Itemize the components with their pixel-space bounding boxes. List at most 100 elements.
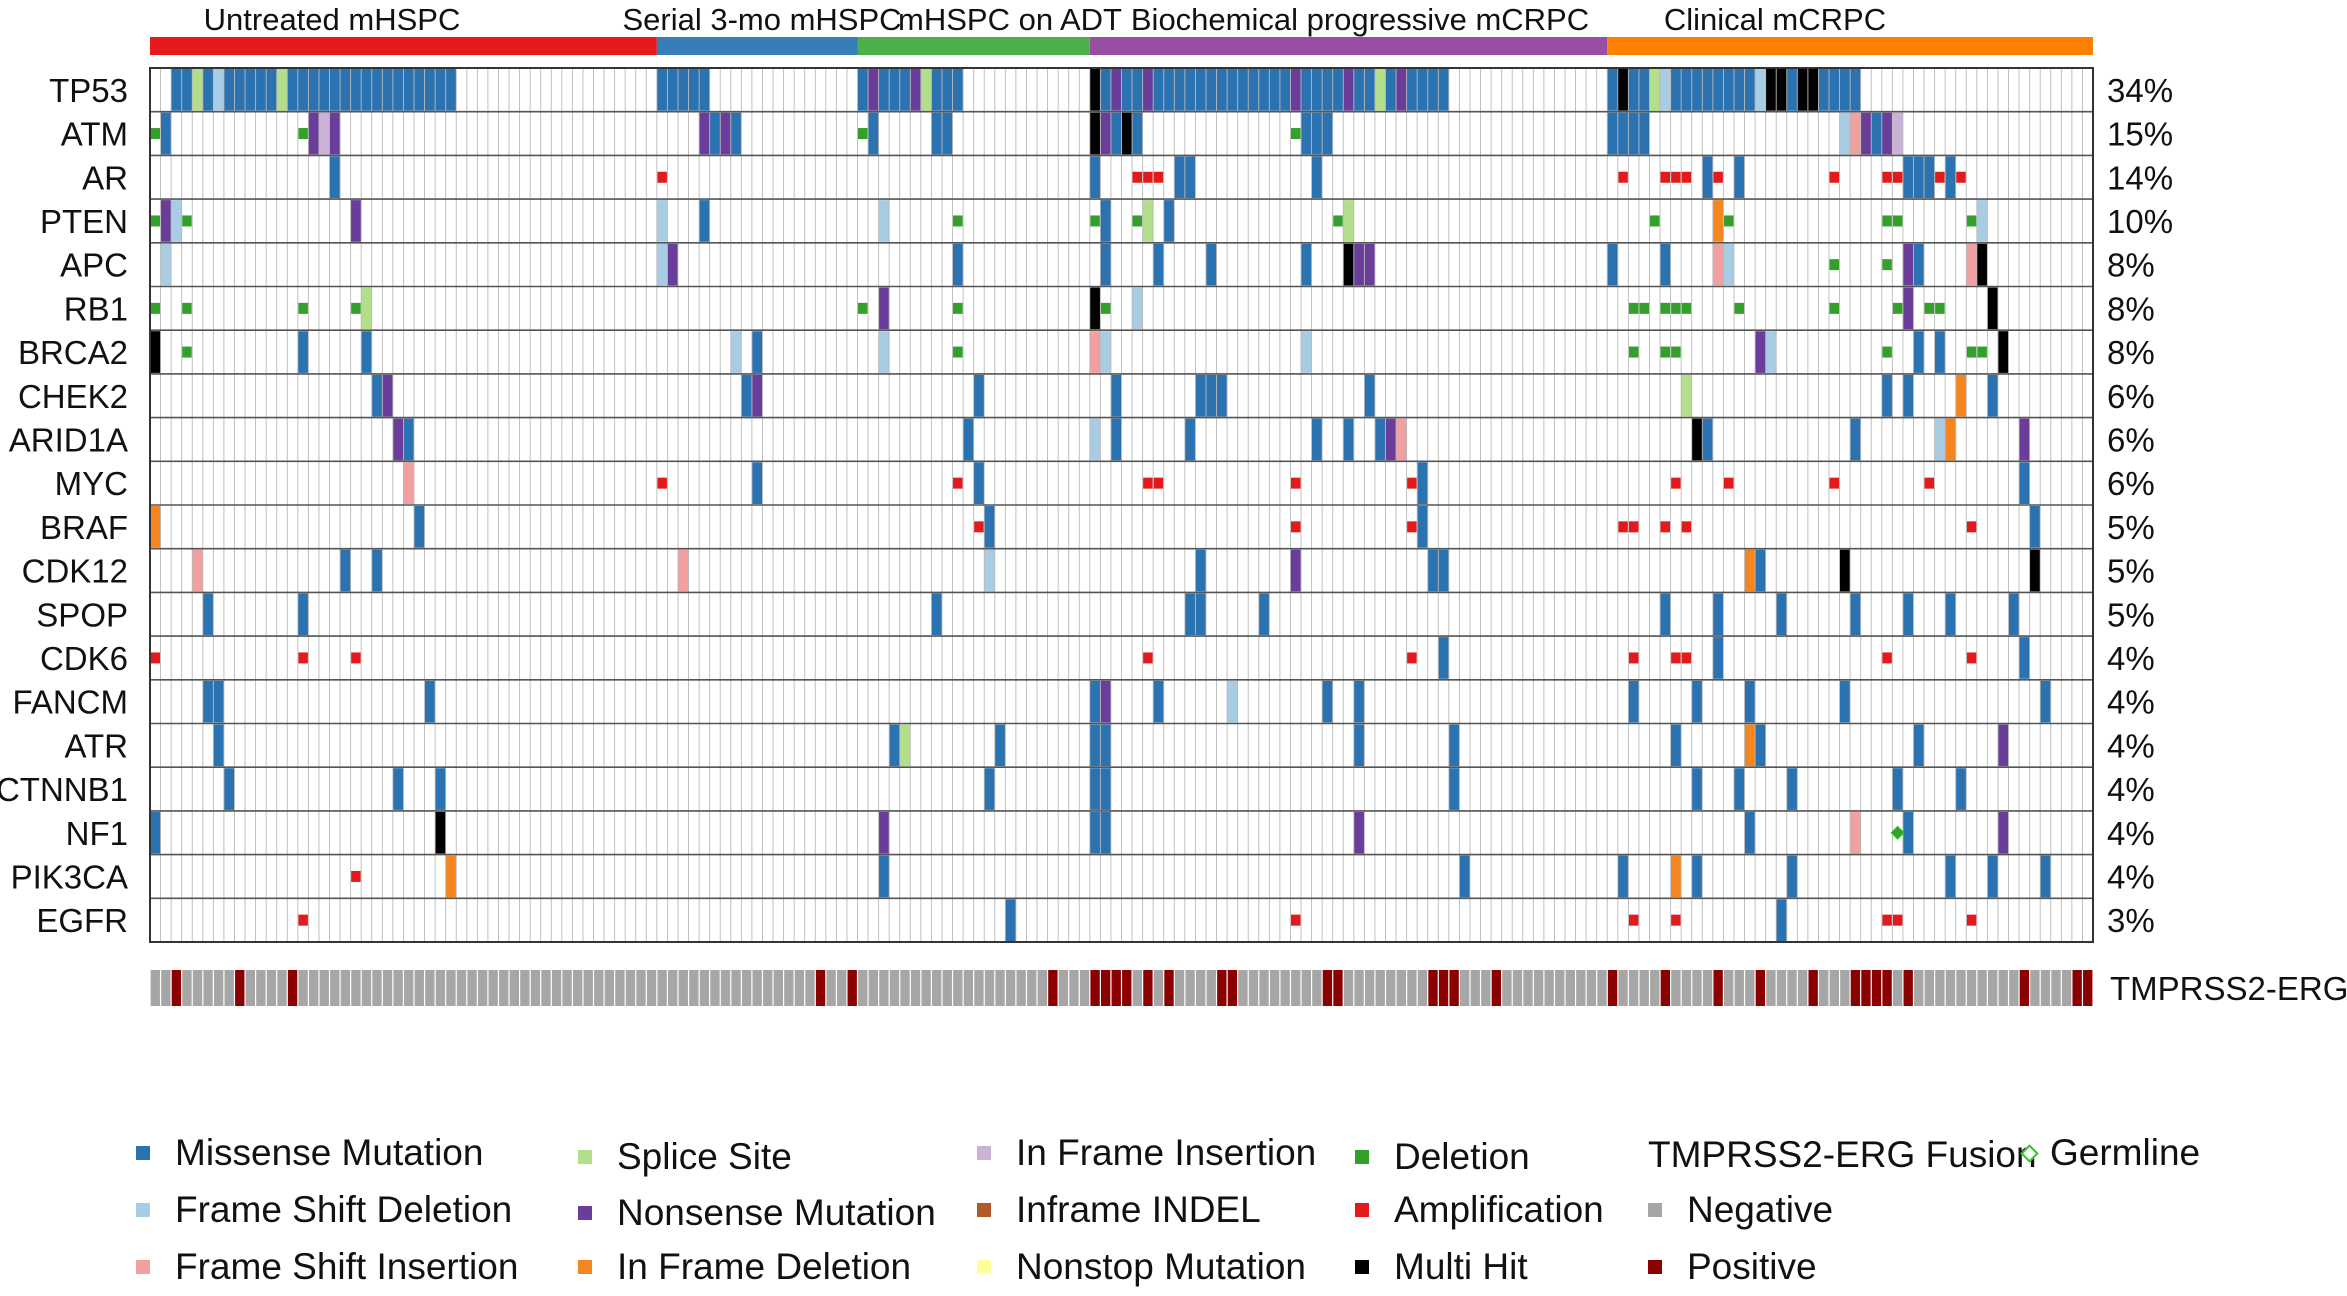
alteration-cell	[150, 215, 161, 227]
fusion-cell-negative	[1745, 970, 1755, 1006]
alteration-cell	[287, 69, 298, 111]
alteration-cell	[1670, 855, 1682, 898]
alteration-cell	[677, 549, 689, 592]
alteration-cell	[160, 112, 172, 155]
alteration-cell	[878, 69, 890, 111]
alteration-cell	[1913, 724, 1925, 767]
gene-labels: TP53 ATM AR PTEN APC RB1 BRCA2 CHEK2 ARID1A MYC BR…	[0, 72, 128, 939]
fusion-cell-negative	[562, 970, 572, 1006]
gene-label-brca2: BRCA2	[18, 334, 128, 371]
alteration-cell	[1776, 593, 1787, 636]
alteration-cell	[1089, 112, 1101, 155]
alteration-cell	[1935, 171, 1945, 183]
alteration-cell	[1987, 374, 1998, 417]
alteration-cell	[1776, 69, 1787, 111]
alteration-cell	[1713, 171, 1723, 183]
fusion-cell-negative	[657, 970, 667, 1006]
fusion-cell-negative	[984, 970, 995, 1006]
fusion-cell-negative	[879, 970, 889, 1006]
fusion-cell-negative	[1058, 970, 1069, 1006]
alteration-cell	[878, 200, 890, 242]
alteration-cell	[667, 243, 678, 286]
alteration-cell	[329, 69, 341, 111]
alteration-cell	[1417, 506, 1428, 548]
alteration-cell	[941, 69, 953, 111]
alteration-cell	[730, 331, 742, 373]
fusion-cell-negative	[1206, 970, 1216, 1006]
fusion-cell-negative	[1966, 970, 1977, 1006]
alteration-cell	[1121, 69, 1133, 111]
fusion-cell-negative	[1354, 970, 1364, 1006]
alteration-cell	[1089, 331, 1101, 373]
fusion-cell-negative	[2030, 970, 2040, 1006]
fusion-cell-positive	[2083, 970, 2093, 1006]
alteration-cell	[1628, 680, 1639, 723]
fusion-cell-negative	[1734, 970, 1744, 1006]
alteration-cell	[1353, 243, 1365, 286]
fusion-cell-negative	[974, 970, 984, 1006]
fusion-cell-negative	[150, 970, 160, 1006]
fusion-cell-negative	[1069, 970, 1079, 1006]
alteration-cell	[276, 69, 288, 111]
alteration-cell	[878, 287, 890, 330]
fusion-cell-positive	[1755, 970, 1766, 1006]
alteration-cell	[2019, 637, 2030, 679]
group-bar-2	[857, 37, 1090, 55]
alteration-cell	[1089, 69, 1101, 111]
fusion-cell-negative	[1692, 970, 1702, 1006]
alteration-cell	[297, 593, 309, 636]
alteration-cell	[1882, 652, 1892, 664]
alteration-cell	[1163, 69, 1175, 111]
alteration-cell	[1702, 418, 1713, 461]
fusion-cell-negative	[1301, 970, 1311, 1006]
fusion-cell-positive	[1322, 970, 1333, 1006]
fusion-cell-positive	[1713, 970, 1723, 1006]
alteration-cell	[952, 243, 964, 286]
alteration-cell	[1153, 477, 1164, 489]
fusion-cell-positive	[1090, 970, 1100, 1006]
alteration-cell	[1364, 69, 1375, 111]
alteration-cell	[963, 418, 974, 461]
gene-label-egfr: EGFR	[36, 902, 128, 939]
alteration-cell	[1143, 652, 1153, 664]
alteration-cell	[1100, 200, 1111, 242]
gene-label-ctnnb1: CTNNB1	[0, 771, 128, 808]
alteration-cell	[298, 914, 308, 926]
pct-label-rb1: 8%	[2107, 290, 2155, 327]
alteration-cell	[1691, 680, 1703, 723]
alteration-cell	[171, 200, 182, 242]
alteration-cell	[931, 593, 942, 636]
alteration-cell	[1902, 156, 1914, 199]
alteration-cell	[1110, 69, 1122, 111]
fusion-cell-negative	[1364, 970, 1375, 1006]
alteration-cell	[182, 215, 192, 227]
alteration-cell	[1100, 768, 1111, 810]
alteration-cell	[1850, 593, 1861, 636]
group-label-0: Untreated mHSPC	[204, 2, 461, 37]
fusion-cell-negative	[689, 970, 699, 1006]
fusion-cell-negative	[2009, 970, 2019, 1006]
alteration-cell	[182, 302, 192, 314]
alteration-cell	[150, 811, 161, 854]
alteration-cell	[1671, 652, 1681, 664]
alteration-cell	[1184, 418, 1196, 461]
alteration-cell	[1681, 521, 1692, 533]
fusion-cell-negative	[1417, 970, 1428, 1006]
alteration-cell	[1955, 374, 1967, 417]
alteration-cell	[403, 462, 414, 504]
alteration-cell	[974, 521, 984, 533]
alteration-cell	[361, 287, 372, 330]
alteration-cell	[1882, 259, 1892, 271]
alteration-cell	[1174, 156, 1185, 199]
gene-label-spop: SPOP	[36, 596, 128, 633]
alteration-cell	[1681, 302, 1692, 314]
alteration-cell	[1195, 549, 1206, 592]
alteration-cell	[2040, 855, 2051, 898]
pct-label-atm: 15%	[2107, 116, 2173, 153]
alteration-cell	[1850, 811, 1861, 854]
alteration-cell	[1406, 69, 1418, 111]
fusion-cell-negative	[245, 970, 255, 1006]
alteration-cell	[1089, 418, 1101, 461]
alteration-cell	[699, 200, 710, 242]
fusion-cell-negative	[572, 970, 583, 1006]
